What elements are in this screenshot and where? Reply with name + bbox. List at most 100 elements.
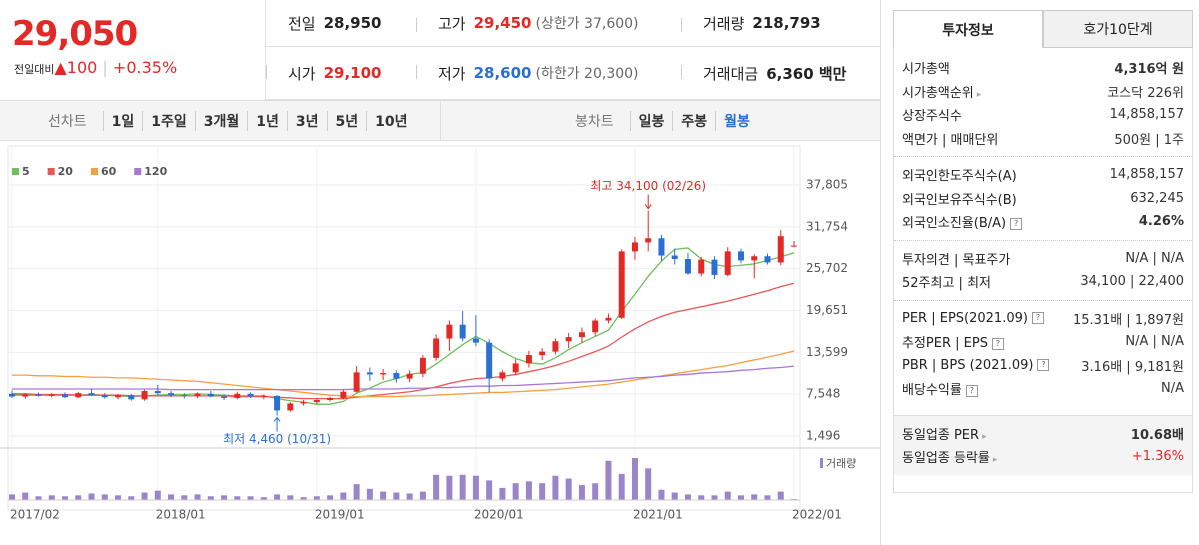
help-icon[interactable]: ? xyxy=(1031,312,1044,325)
info-label: 52주최고 | 최저 xyxy=(902,276,991,292)
change-value: ▲100 xyxy=(54,58,98,77)
info-label-wrap: 동일업종 등락률 ▸ xyxy=(902,447,997,466)
tab[interactable]: 1일 xyxy=(102,110,143,131)
info-row: 상장주식수 14,858,157 xyxy=(902,103,1184,127)
volume-bar xyxy=(684,494,691,500)
stat-value: 29,100 xyxy=(323,64,382,82)
help-icon[interactable]: ? xyxy=(965,384,978,397)
volume-bar xyxy=(592,483,599,500)
volume-bar xyxy=(578,485,585,500)
info-value: 3.16배 | 9,181원 xyxy=(1081,359,1184,375)
stat: 전일 28,950 xyxy=(266,0,416,47)
info-label: 외국인한도주식수(A) xyxy=(902,169,1017,185)
candle-body xyxy=(777,236,784,263)
stats: 전일 28,950 고가 29,450 (상한가 37,600) 거래량 218,793 시가… xyxy=(266,0,880,100)
volume-legend: 거래량 xyxy=(826,457,856,470)
volume-bar xyxy=(181,495,188,500)
price-box: 29,050 전일대비▲100 | +0.35% xyxy=(0,0,266,100)
info-label-wrap: 투자의견 | 목표주가 xyxy=(902,249,1010,268)
ma-line xyxy=(12,350,795,398)
info-value: 15.31배 | 1,897원 xyxy=(1073,312,1184,328)
candle-body xyxy=(300,402,307,404)
stat-label: 전일 xyxy=(288,14,316,33)
tab[interactable]: 5년 xyxy=(326,110,367,131)
candle-body xyxy=(552,341,559,352)
info-label: 배당수익률 xyxy=(902,383,962,399)
candle-body xyxy=(724,251,731,275)
volume-bar xyxy=(698,495,705,500)
info-row: 동일업종 PER ▸ 10.68배 xyxy=(902,422,1184,446)
tab-bar: 선차트 1일 1주일 3개월 1년 3년 5년 10년 봉차트 일봉 주봉 월봉 xyxy=(0,100,880,141)
stat-label: 시가 xyxy=(288,64,316,83)
volume-bar xyxy=(605,460,612,500)
volume-bar xyxy=(764,495,771,500)
stat: 저가 28,600 (하한가 20,300) xyxy=(416,47,681,100)
chart: 1,496 7,548 13,599 19,651 25,702 31,754 37,805… xyxy=(0,145,880,522)
candle-body xyxy=(353,372,360,392)
info-row: 외국인소진율(B/A)? 4.26% xyxy=(902,210,1184,234)
tab[interactable]: 일봉 xyxy=(629,110,673,131)
volume-bar xyxy=(274,494,281,500)
tab[interactable]: 월봉 xyxy=(715,110,758,131)
candle-body xyxy=(446,324,453,339)
candle-body xyxy=(340,391,347,398)
x-tick-label: 2020/01 xyxy=(474,508,524,522)
annotation: 최저 4,460 (10/31) xyxy=(223,432,331,446)
info-row: 배당수익률? N/A xyxy=(902,377,1184,401)
legend-swatch xyxy=(134,168,142,175)
stat-value: 28,600 xyxy=(473,64,532,82)
plot-frame xyxy=(7,145,801,511)
volume-bar xyxy=(234,496,241,500)
volume-bar xyxy=(565,478,572,500)
info-tab[interactable]: 호가10단계 xyxy=(1043,10,1193,48)
main: 29,050 전일대비▲100 | +0.35% 전일 28,950 고가 29,45… xyxy=(0,0,881,545)
info-value: N/A xyxy=(1161,381,1184,397)
volume-bar xyxy=(472,475,479,500)
volume-bar xyxy=(247,496,254,500)
info-label-wrap: 액면가 | 매매단위 xyxy=(902,129,998,148)
volume-bar xyxy=(128,496,135,500)
info-label-wrap: 동일업종 PER ▸ xyxy=(902,424,987,443)
info-label: 외국인보유주식수(B) xyxy=(902,192,1017,208)
x-tick-label: 2022/01 xyxy=(792,508,842,522)
tab[interactable]: 10년 xyxy=(366,110,415,131)
candle-body xyxy=(128,395,135,400)
help-icon[interactable]: ? xyxy=(991,337,1004,350)
candle-body xyxy=(168,393,175,396)
volume-bar xyxy=(433,474,440,500)
volume-bar xyxy=(141,492,148,500)
info-label: 동일업종 PER xyxy=(902,427,980,443)
stat-note: (상한가 37,600) xyxy=(535,16,639,32)
candle-body xyxy=(75,393,82,398)
volume-bar xyxy=(88,493,95,500)
info-value: 4.26% xyxy=(1138,214,1184,230)
candle-body xyxy=(181,395,188,397)
candle-body xyxy=(539,351,546,356)
annotation-arrowhead xyxy=(644,204,652,210)
ma-line xyxy=(12,247,795,405)
help-icon[interactable]: ? xyxy=(1037,359,1050,372)
volume-bar xyxy=(340,492,347,500)
tab[interactable]: 3년 xyxy=(286,110,327,131)
help-icon[interactable]: ? xyxy=(1010,217,1023,230)
volume-bar xyxy=(35,496,42,500)
info-label: PBR | BPS (2021.09) xyxy=(902,357,1034,373)
tab[interactable]: 1년 xyxy=(247,110,287,131)
stat-value: 29,450 xyxy=(473,14,532,32)
volume-bar xyxy=(207,496,214,500)
info-group: 동일업종 PER ▸ 10.68배 동일업종 등락률 ▸ +1.36% xyxy=(894,414,1192,475)
volume-bar xyxy=(221,495,228,500)
info-label: 시가총액 xyxy=(902,62,950,78)
volume-bar xyxy=(552,475,559,500)
info-value: 4,316억 원 xyxy=(1114,62,1184,78)
candle-body xyxy=(22,394,29,397)
tab[interactable]: 3개월 xyxy=(194,110,248,131)
tab[interactable]: 1주일 xyxy=(142,110,195,131)
volume-bar xyxy=(194,494,201,500)
y-tick-label: 19,651 xyxy=(806,303,848,317)
info-value: 500원 | 1주 xyxy=(1114,132,1184,148)
tab[interactable]: 주봉 xyxy=(672,110,715,131)
volume-bar xyxy=(724,491,731,500)
info-tab[interactable]: 투자정보 xyxy=(893,10,1043,48)
